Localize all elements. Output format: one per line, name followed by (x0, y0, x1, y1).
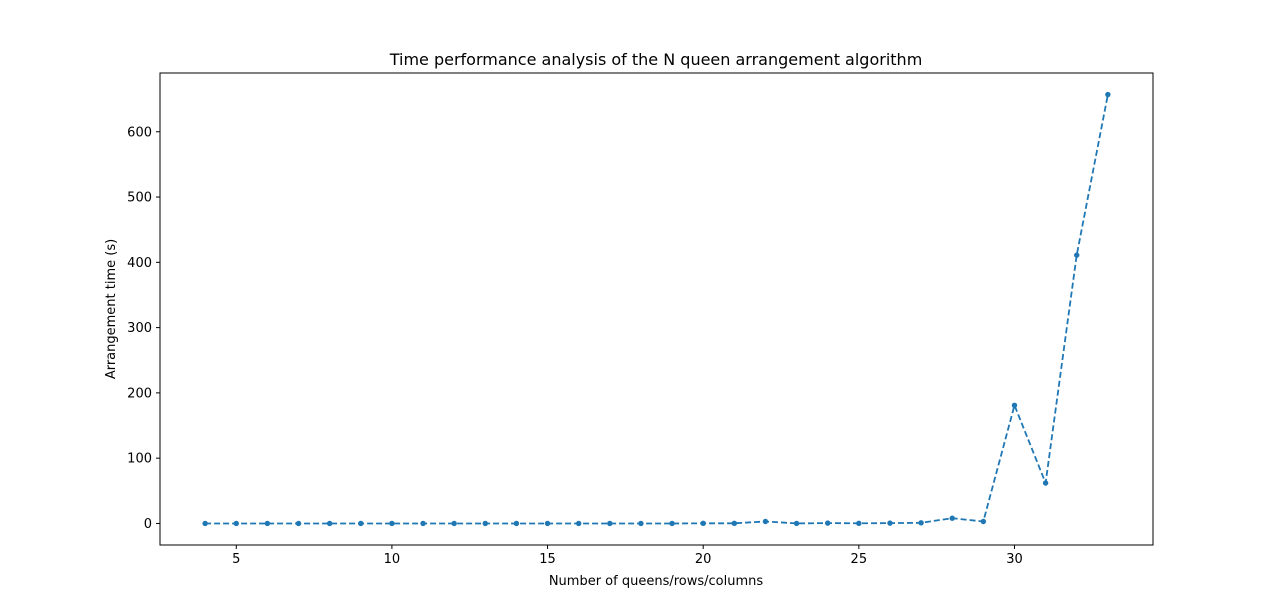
plot-area-frame (159, 72, 1154, 546)
data-point (233, 520, 239, 527)
x-tick-label: 5 (232, 552, 240, 567)
data-point (202, 520, 208, 527)
data-point (264, 520, 271, 527)
data-point (389, 520, 395, 527)
data-point (980, 518, 987, 525)
data-point (513, 520, 520, 527)
x-tick-label: 30 (1006, 552, 1023, 567)
data-point (358, 520, 364, 527)
data-point (575, 520, 582, 527)
data-point (918, 520, 924, 526)
data-point (825, 520, 831, 526)
x-axis-label: Number of queens/rows/columns (549, 574, 764, 589)
y-tick-label: 400 (127, 256, 152, 271)
x-tick-label: 10 (384, 552, 401, 567)
x-axis: 5 10 15 20 25 30 (232, 545, 1023, 567)
x-tick-label: 25 (851, 552, 868, 567)
y-axis-label: Arrangement time (s) (104, 239, 119, 379)
y-tick-label: 300 (127, 321, 152, 336)
data-point (638, 520, 644, 527)
series-line (205, 94, 1109, 525)
data-point (1105, 91, 1111, 98)
data-point (1011, 402, 1018, 408)
data-point (700, 520, 706, 527)
data-point (420, 520, 426, 527)
data-point (731, 520, 738, 527)
data-point (451, 520, 457, 527)
data-point (482, 520, 488, 527)
y-axis: 0 100 200 300 400 500 600 (127, 125, 160, 532)
data-point (544, 520, 551, 527)
data-point (326, 520, 333, 527)
data-point (607, 520, 613, 527)
data-point (1074, 252, 1080, 258)
chart-title: Time performance analysis of the N queen… (389, 50, 923, 69)
y-tick-label: 600 (127, 125, 152, 140)
data-point (1042, 480, 1049, 486)
y-tick-label: 200 (127, 386, 152, 401)
y-tick-label: 500 (127, 191, 152, 206)
data-point (295, 520, 302, 527)
data-point (887, 520, 893, 526)
data-point (949, 515, 955, 521)
data-point (793, 520, 800, 527)
data-point (669, 520, 675, 527)
data-point (762, 518, 769, 525)
data-point (856, 520, 862, 527)
y-tick-label: 100 (127, 452, 152, 467)
x-tick-label: 20 (695, 552, 712, 567)
y-tick-label: 0 (144, 517, 152, 532)
x-tick-label: 15 (539, 552, 556, 567)
series-markers (202, 91, 1111, 527)
